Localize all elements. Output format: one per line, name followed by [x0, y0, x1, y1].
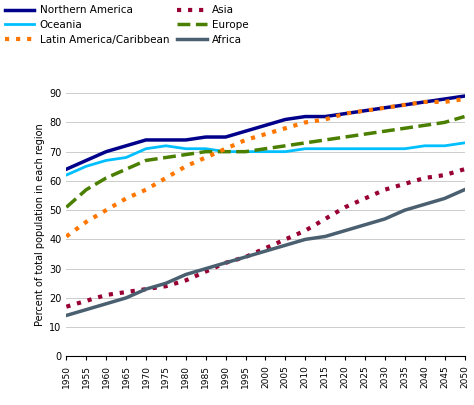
- Y-axis label: Percent of total population in each region: Percent of total population in each regi…: [35, 124, 45, 326]
- Legend: Northern America, Oceania, Latin America/Caribbean, Asia, Europe, Africa: Northern America, Oceania, Latin America…: [5, 5, 248, 45]
